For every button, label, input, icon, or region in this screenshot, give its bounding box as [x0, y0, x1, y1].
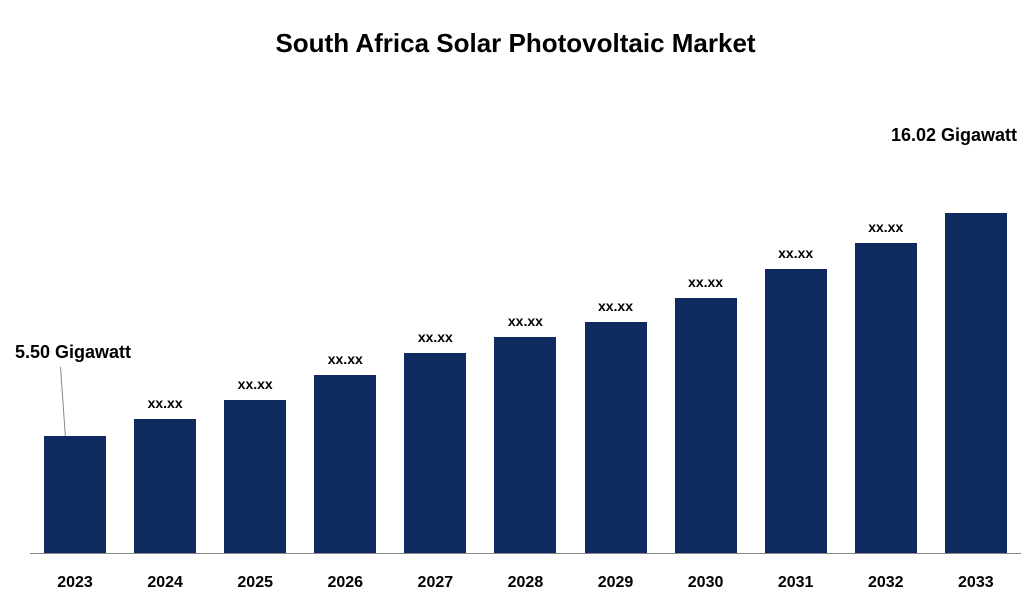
x-axis-label: 2032	[843, 574, 929, 592]
bar-group	[933, 205, 1019, 553]
bar-2030	[675, 298, 737, 553]
bar-data-label: xx.xx	[508, 313, 543, 329]
x-axis-label: 2024	[122, 574, 208, 592]
bar-group: xx.xx	[843, 219, 929, 553]
bar-group: xx.xx	[212, 376, 298, 553]
x-axis-label: 2031	[753, 574, 839, 592]
bar-2025	[224, 400, 286, 553]
bar-data-label: xx.xx	[778, 245, 813, 261]
bar-group: xx.xx	[753, 245, 839, 553]
bar-2032	[855, 243, 917, 553]
chart-title: South Africa Solar Photovoltaic Market	[0, 0, 1031, 59]
bar-data-label: xx.xx	[238, 376, 273, 392]
x-axis-label: 2026	[302, 574, 388, 592]
bar-data-label: xx.xx	[148, 395, 183, 411]
bar-2023	[44, 436, 106, 553]
bar-data-label: xx.xx	[328, 351, 363, 367]
x-axis: 2023 2024 2025 2026 2027 2028 2029 2030 …	[30, 574, 1021, 592]
bar-data-label: xx.xx	[418, 329, 453, 345]
bar-2028	[494, 337, 556, 553]
bar-group	[32, 428, 118, 553]
bar-group: xx.xx	[302, 351, 388, 553]
bar-group: xx.xx	[392, 329, 478, 553]
x-axis-label: 2027	[392, 574, 478, 592]
bars-container: xx.xx xx.xx xx.xx xx.xx xx.xx xx.xx xx.x…	[30, 100, 1021, 553]
bar-2031	[765, 269, 827, 553]
x-axis-label: 2033	[933, 574, 1019, 592]
bar-2026	[314, 375, 376, 553]
x-axis-label: 2023	[32, 574, 118, 592]
x-axis-label: 2025	[212, 574, 298, 592]
bar-2029	[585, 322, 647, 553]
bar-group: xx.xx	[573, 298, 659, 553]
bar-group: xx.xx	[482, 313, 568, 553]
bar-data-label: xx.xx	[868, 219, 903, 235]
chart-plot-area: xx.xx xx.xx xx.xx xx.xx xx.xx xx.xx xx.x…	[30, 100, 1021, 554]
x-axis-label: 2030	[663, 574, 749, 592]
bar-group: xx.xx	[122, 395, 208, 553]
x-axis-label: 2029	[573, 574, 659, 592]
bar-2033	[945, 213, 1007, 553]
bar-data-label: xx.xx	[598, 298, 633, 314]
bar-data-label: xx.xx	[688, 274, 723, 290]
bar-2024	[134, 419, 196, 553]
bar-group: xx.xx	[663, 274, 749, 553]
x-axis-label: 2028	[482, 574, 568, 592]
bar-2027	[404, 353, 466, 553]
